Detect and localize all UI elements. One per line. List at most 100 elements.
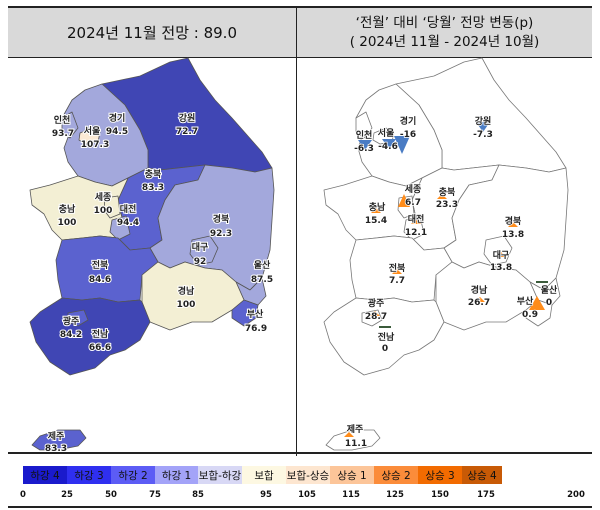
left-panel-header: 2024년 11월 전망 : 89.0 bbox=[8, 8, 296, 58]
down-arrow-icon bbox=[476, 122, 490, 132]
flat-bar-icon bbox=[536, 281, 548, 283]
bottom-rule bbox=[8, 506, 592, 508]
legend-segment-flat-up: 보합-상승 bbox=[286, 466, 330, 484]
svg-text:전남: 전남 bbox=[92, 328, 109, 340]
region-jeonnam[interactable] bbox=[29, 297, 151, 376]
legend-segment-up4: 상승 4 bbox=[462, 466, 502, 484]
up-arrow-icon bbox=[411, 219, 421, 224]
svg-text:전북: 전북 bbox=[92, 259, 109, 271]
right-panel-title-line2: ( 2024년 11월 - 2024년 10월) bbox=[349, 33, 540, 50]
svg-text:-7.3: -7.3 bbox=[473, 130, 493, 140]
region-busan[interactable] bbox=[231, 299, 259, 327]
svg-text:경북: 경북 bbox=[505, 215, 522, 227]
right-panel-header: ‘전월’ 대비 ‘당월’ 전망 변동(p) ( 2024년 11월 - 2024… bbox=[297, 8, 592, 58]
svg-text:경기: 경기 bbox=[400, 115, 417, 127]
svg-text:-4.6: -4.6 bbox=[378, 142, 398, 152]
legend-segment-down2: 하강 2 bbox=[111, 466, 155, 484]
svg-text:대구: 대구 bbox=[192, 241, 209, 253]
svg-text:전남: 전남 bbox=[378, 331, 395, 343]
legend-segment-up1: 상승 1 bbox=[330, 466, 374, 484]
up-arrow-icon bbox=[508, 222, 518, 227]
panel-divider bbox=[296, 8, 297, 456]
tick-label: 85 bbox=[192, 490, 204, 500]
region-incheon[interactable] bbox=[61, 111, 79, 139]
legend-segment-down1: 하강 1 bbox=[155, 466, 198, 484]
svg-text:0: 0 bbox=[546, 298, 552, 308]
tick-label: 95 bbox=[260, 490, 272, 500]
svg-text:93.7: 93.7 bbox=[52, 129, 74, 139]
svg-text:84.2: 84.2 bbox=[60, 330, 82, 340]
svg-text:충남: 충남 bbox=[369, 201, 386, 213]
tick-label: 50 bbox=[105, 490, 117, 500]
right-map-labels: 인천 -6.3 서울 -4.6 경기 -16 강원 -7.3 세종 6.7 충북… bbox=[344, 114, 559, 450]
right-change-map: 인천 -6.3 서울 -4.6 경기 -16 강원 -7.3 세종 6.7 충북… bbox=[323, 57, 569, 451]
region-jeju-outline[interactable] bbox=[325, 429, 381, 451]
region-seoul[interactable] bbox=[78, 127, 101, 145]
region-sejong[interactable] bbox=[103, 195, 121, 219]
svg-text:세종: 세종 bbox=[95, 191, 112, 203]
svg-text:26.7: 26.7 bbox=[468, 298, 490, 308]
svg-text:76.9: 76.9 bbox=[245, 324, 267, 334]
svg-text:94.4: 94.4 bbox=[117, 218, 139, 228]
svg-text:인천: 인천 bbox=[356, 130, 373, 141]
svg-text:서울: 서울 bbox=[378, 127, 395, 139]
down-arrow-icon bbox=[394, 136, 410, 154]
svg-text:0.9: 0.9 bbox=[522, 310, 538, 320]
svg-text:83.3: 83.3 bbox=[142, 183, 164, 193]
up-arrow-icon bbox=[371, 208, 381, 213]
down-arrow-icon bbox=[358, 140, 372, 150]
svg-text:부산: 부산 bbox=[247, 308, 264, 320]
tick-label: 115 bbox=[342, 490, 360, 500]
svg-text:서울: 서울 bbox=[84, 125, 101, 137]
svg-text:84.6: 84.6 bbox=[89, 275, 111, 285]
svg-text:-16: -16 bbox=[400, 130, 416, 140]
svg-text:경북: 경북 bbox=[213, 213, 230, 225]
svg-text:세종: 세종 bbox=[405, 183, 422, 195]
region-daejeon[interactable] bbox=[109, 215, 131, 241]
region-daegu[interactable] bbox=[189, 235, 219, 266]
svg-text:울산: 울산 bbox=[541, 284, 558, 296]
region-daegu-outline[interactable] bbox=[483, 235, 513, 266]
legend-segment-down3: 하강 3 bbox=[67, 466, 111, 484]
tick-label: 200 bbox=[567, 490, 585, 500]
region-jeonbuk-outline[interactable] bbox=[349, 235, 453, 303]
svg-text:광주: 광주 bbox=[63, 315, 80, 327]
up-arrow-icon bbox=[437, 194, 447, 199]
tick-label: 75 bbox=[149, 490, 161, 500]
region-jeonnam-outline[interactable] bbox=[323, 297, 445, 376]
color-scale-legend: 하강 4 하강 3 하강 2 하강 1 보합-하강 보합 보합-상승 상승 1 … bbox=[23, 466, 502, 484]
svg-text:100: 100 bbox=[177, 300, 196, 310]
svg-text:100: 100 bbox=[58, 218, 77, 228]
region-incheon-outline[interactable] bbox=[355, 111, 373, 139]
svg-text:제주: 제주 bbox=[347, 423, 364, 435]
right-panel-title-line1: ‘전월’ 대비 ‘당월’ 전망 변동(p) bbox=[355, 14, 534, 31]
svg-text:94.5: 94.5 bbox=[106, 127, 128, 137]
region-gwangju[interactable] bbox=[67, 309, 89, 327]
svg-text:충북: 충북 bbox=[145, 168, 162, 180]
svg-text:28.7: 28.7 bbox=[365, 312, 387, 322]
svg-text:11.1: 11.1 bbox=[345, 439, 367, 449]
region-jeonbuk[interactable] bbox=[55, 235, 159, 303]
svg-text:대전: 대전 bbox=[408, 213, 425, 225]
svg-text:100: 100 bbox=[94, 206, 113, 216]
svg-text:15.4: 15.4 bbox=[365, 216, 387, 226]
svg-text:7.7: 7.7 bbox=[389, 276, 405, 286]
svg-text:92.3: 92.3 bbox=[210, 229, 232, 239]
svg-text:107.3: 107.3 bbox=[81, 140, 109, 150]
region-jeju[interactable] bbox=[31, 429, 87, 451]
svg-text:인천: 인천 bbox=[54, 115, 71, 126]
up-arrow-icon bbox=[392, 269, 402, 274]
svg-text:강원: 강원 bbox=[179, 112, 196, 124]
legend-segment-flat-down: 보합-하강 bbox=[198, 466, 242, 484]
svg-text:전북: 전북 bbox=[389, 262, 406, 274]
svg-text:12.1: 12.1 bbox=[405, 228, 427, 238]
legend-tick-labels: 0 25 50 75 85 95 105 115 125 150 175 200 bbox=[0, 490, 600, 502]
svg-text:경남: 경남 bbox=[178, 285, 195, 297]
svg-text:66.6: 66.6 bbox=[89, 343, 111, 353]
svg-text:대구: 대구 bbox=[493, 249, 510, 261]
svg-text:울산: 울산 bbox=[254, 259, 271, 271]
svg-text:경남: 경남 bbox=[471, 284, 488, 296]
svg-text:제주: 제주 bbox=[48, 430, 65, 442]
svg-text:-6.3: -6.3 bbox=[354, 144, 374, 154]
up-arrow-icon bbox=[398, 194, 410, 207]
